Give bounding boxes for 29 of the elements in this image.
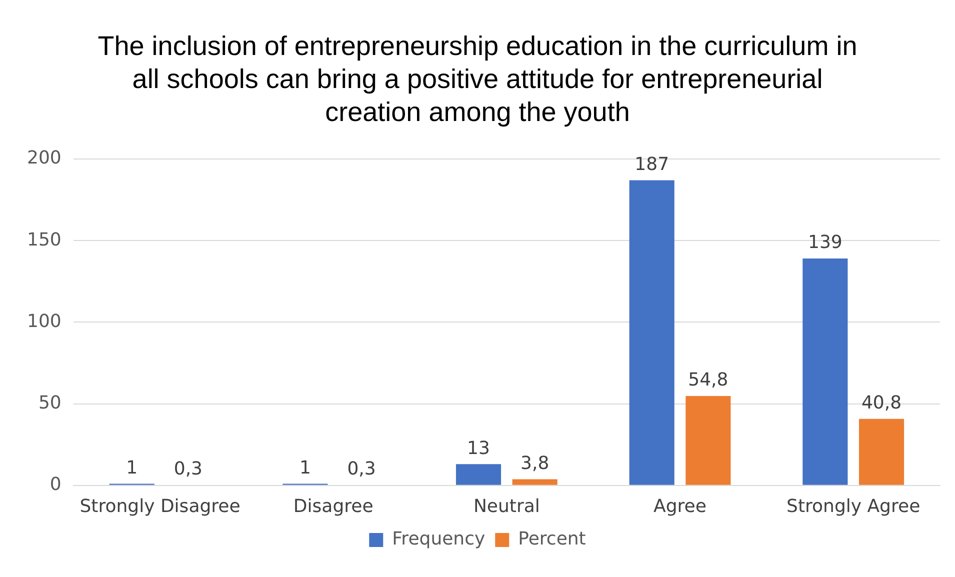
y-tick-label: 0 — [50, 474, 62, 496]
y-tick-label: 150 — [26, 229, 62, 250]
data-label: 3,8 — [520, 452, 550, 474]
bar — [802, 258, 848, 485]
data-label: 139 — [808, 232, 842, 254]
y-tick-label: 100 — [26, 310, 62, 332]
legend-label: Frequency — [392, 528, 486, 550]
data-label: 13 — [467, 438, 490, 459]
x-tick-label: Disagree — [293, 496, 374, 517]
bar — [858, 418, 904, 485]
data-label: 40,8 — [861, 392, 902, 414]
data-label: 0,3 — [347, 458, 376, 480]
x-tick-label: Agree — [654, 496, 706, 517]
data-label: 187 — [634, 154, 670, 175]
data-label: 0,3 — [174, 458, 203, 480]
x-tick-label: Strongly Disagree — [80, 496, 240, 517]
legend-label: Percent — [518, 528, 586, 550]
data-label: 1 — [126, 457, 138, 478]
x-tick-label: Neutral — [473, 496, 540, 517]
bar — [629, 180, 674, 485]
x-tick-label: Strongly Agree — [786, 496, 920, 517]
bar — [686, 396, 731, 485]
data-label: 54,8 — [688, 370, 728, 391]
bar — [512, 479, 558, 485]
y-tick-label: 200 — [26, 148, 62, 169]
data-label: 1 — [299, 457, 311, 478]
chart-title: The inclusion of entrepreneurship education in the curriculum in all schools can bring a positive attitude for entrepreneurial creation among the youth — [98, 30, 858, 129]
bar — [456, 464, 502, 485]
y-tick-label: 50 — [38, 392, 62, 414]
